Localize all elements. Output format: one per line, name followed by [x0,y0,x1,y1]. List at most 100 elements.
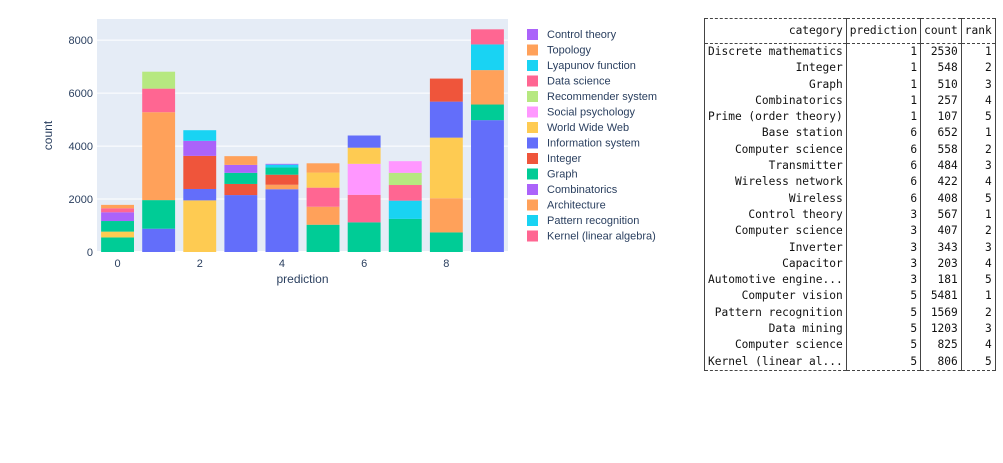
bar-segment[interactable] [224,156,258,165]
bar-segment[interactable] [388,218,422,252]
legend[interactable]: Control theory Topology Lyapunov function D… [527,29,657,243]
legend-label: Lyapunov function [547,60,636,72]
bar-segment[interactable] [347,222,381,252]
bar-segment[interactable] [183,188,217,201]
bar-segment[interactable] [101,231,134,238]
bar-segment[interactable] [265,184,299,190]
cell-rank: 1 [960,43,996,61]
table-row: Discrete mathematics 1 2530 1 [704,43,996,61]
bar-segment[interactable] [429,137,463,199]
legend-item[interactable]: Control theory [527,29,617,41]
cell-category: Integer [704,60,847,77]
bar-segment[interactable] [347,194,381,223]
cell-count: 548 [920,60,962,77]
bar-segment[interactable] [347,135,381,148]
bar-segment[interactable] [306,206,340,225]
cell-rank: 2 [960,304,996,322]
bar-segment[interactable] [224,164,258,173]
legend-item[interactable]: Lyapunov function [527,60,636,72]
legend-item[interactable]: Kernel (linear algebra) [527,230,656,243]
bar-segment[interactable] [183,155,217,189]
cell-rank: 4 [960,337,996,354]
legend-swatch [527,230,538,242]
bar-segment[interactable] [265,189,299,252]
cell-category: Transmitter [704,158,847,175]
table-row: Computer science 6 558 2 [704,141,996,159]
bar-segment[interactable] [265,174,299,185]
cell-prediction: 5 [845,288,921,305]
legend-item[interactable]: Combinatorics [527,184,618,196]
cell-count: 806 [920,353,962,371]
cell-category: Discrete mathematics [704,43,847,61]
legend-item[interactable]: Recommender system [527,91,657,103]
cell-prediction: 5 [845,304,921,322]
bar-segment[interactable] [265,163,299,165]
bar-segment[interactable] [347,163,381,195]
bar-segment[interactable] [142,88,176,113]
y-tick-label: 6000 [69,88,93,100]
legend-item[interactable]: Integer [527,153,582,165]
table-row: Integer 1 548 2 [704,60,996,77]
bar-segment[interactable] [306,224,340,252]
legend-item[interactable]: World Wide Web [527,122,629,134]
legend-item[interactable]: Social psychology [527,106,636,119]
bar-segment[interactable] [471,70,504,105]
bar-segment[interactable] [142,71,176,89]
bar-segment[interactable] [429,78,463,102]
cell-category: Wireless [704,190,847,207]
bar-segment[interactable] [429,232,463,252]
column-header-prediction: prediction [845,18,921,44]
cell-rank: 1 [960,125,996,142]
cell-count: 203 [920,255,962,273]
legend-swatch [527,91,538,102]
bar-segment[interactable] [471,29,504,45]
cell-rank: 5 [960,190,996,207]
bar-segment[interactable] [183,140,217,156]
bar-segment[interactable] [142,228,176,252]
table-row: Control theory 3 567 1 [704,206,996,224]
legend-item[interactable]: Pattern recognition [527,215,639,227]
bar-segment[interactable] [388,185,422,201]
y-tick-label: 2000 [69,194,93,206]
cell-count: 1203 [920,321,962,338]
legend-label: Graph [547,169,578,181]
bar-segment[interactable] [306,163,340,173]
bar-segment[interactable] [183,200,217,252]
cell-count: 407 [920,223,962,240]
bar-segment[interactable] [101,212,134,222]
bar-segment[interactable] [265,167,299,175]
bar-segment[interactable] [429,198,463,233]
bar-segment[interactable] [388,161,422,173]
legend-swatch [527,60,538,71]
bar-segment[interactable] [429,101,463,138]
legend-item[interactable]: Data science [527,75,611,88]
bar-segment[interactable] [142,200,176,229]
bar-segment[interactable] [183,130,217,141]
bar-segment[interactable] [224,195,258,252]
y-tick-labels: 0 2000 4000 6000 8000 [69,35,93,259]
bar-segment[interactable] [101,237,134,252]
bar-segment[interactable] [142,112,176,201]
legend-item[interactable]: Graph [527,168,578,181]
legend-item[interactable]: Topology [527,44,592,57]
legend-item[interactable]: Information system [527,137,640,150]
bar-segment[interactable] [101,204,134,209]
legend-item[interactable]: Architecture [527,199,606,212]
bar-segment[interactable] [101,208,134,213]
cell-rank: 4 [960,174,996,191]
bar-segment[interactable] [347,147,381,164]
bar-segment[interactable] [471,44,504,71]
cell-prediction: 5 [845,337,921,354]
bar-segment[interactable] [224,172,258,184]
legend-label: World Wide Web [547,122,629,134]
bar-segment[interactable] [388,172,422,186]
bar-segment[interactable] [306,187,340,207]
bar-segment[interactable] [471,104,504,121]
cell-rank: 5 [960,109,996,126]
bar-segment[interactable] [306,172,340,188]
bar-segment[interactable] [388,200,422,219]
bar-segment[interactable] [224,183,258,196]
bar-segment[interactable] [101,221,134,232]
bar-segment[interactable] [471,120,504,252]
bar-segment[interactable] [265,164,299,168]
